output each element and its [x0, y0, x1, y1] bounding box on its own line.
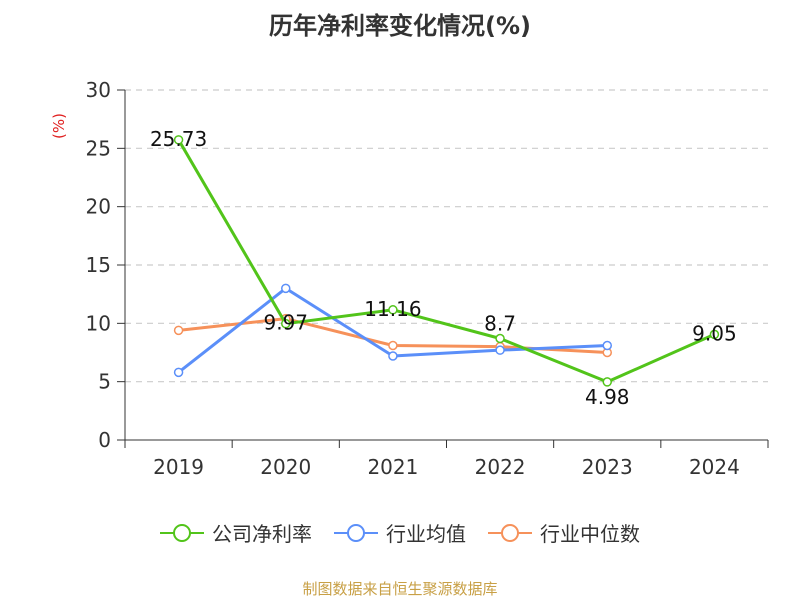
legend-item-company[interactable]: 公司净利率: [160, 518, 312, 547]
legend-label: 行业均值: [386, 522, 466, 546]
data-point: [602, 377, 612, 387]
data-label: 25.73: [150, 127, 207, 151]
x-tick-label: 2021: [367, 455, 418, 479]
data-point: [709, 329, 720, 340]
data-point: [281, 318, 291, 329]
data-point: [388, 351, 398, 361]
data-label: 9.97: [263, 311, 308, 335]
data-point: [173, 367, 184, 378]
data-point: [173, 325, 184, 336]
data-point: [173, 135, 184, 145]
legend-marker-icon: [488, 523, 532, 542]
legend-marker-icon: [160, 523, 204, 542]
x-tick-label: 2022: [475, 455, 526, 479]
data-label: 9.05: [692, 321, 737, 345]
y-tick-label: 30: [86, 78, 111, 102]
y-axis-label: (%): [50, 113, 68, 139]
y-tick-label: 20: [86, 195, 111, 219]
y-tick-label: 10: [86, 311, 111, 335]
legend-item-industry-mean[interactable]: 行业均值: [334, 518, 466, 547]
data-source-note: 制图数据来自恒生聚源数据库: [302, 580, 498, 598]
data-point: [281, 283, 291, 294]
x-tick-label: 2020: [260, 455, 311, 479]
data-label: 4.98: [585, 385, 630, 409]
data-label: 8.7: [484, 312, 516, 336]
x-tick-label: 2019: [153, 455, 204, 479]
chart-title: 历年净利率变化情况(%): [269, 12, 531, 40]
series-line: [177, 139, 716, 384]
x-tick-label: 2024: [689, 455, 740, 479]
legend: 公司净利率 行业均值 行业中位数: [0, 518, 800, 547]
legend-item-industry-median[interactable]: 行业中位数: [488, 518, 640, 547]
data-point: [602, 340, 612, 351]
data-label: 11.16: [364, 297, 421, 321]
data-point: [495, 345, 505, 355]
y-tick-label: 25: [86, 136, 111, 160]
y-tick-label: 0: [98, 428, 111, 452]
legend-marker-icon: [334, 523, 378, 542]
legend-label: 公司净利率: [212, 522, 312, 546]
data-point: [495, 333, 505, 344]
legend-label: 行业中位数: [540, 522, 640, 546]
y-tick-label: 15: [86, 253, 111, 277]
data-point: [388, 340, 398, 351]
y-tick-label: 5: [98, 370, 111, 394]
data-point: [388, 305, 398, 315]
x-tick-label: 2023: [582, 455, 633, 479]
